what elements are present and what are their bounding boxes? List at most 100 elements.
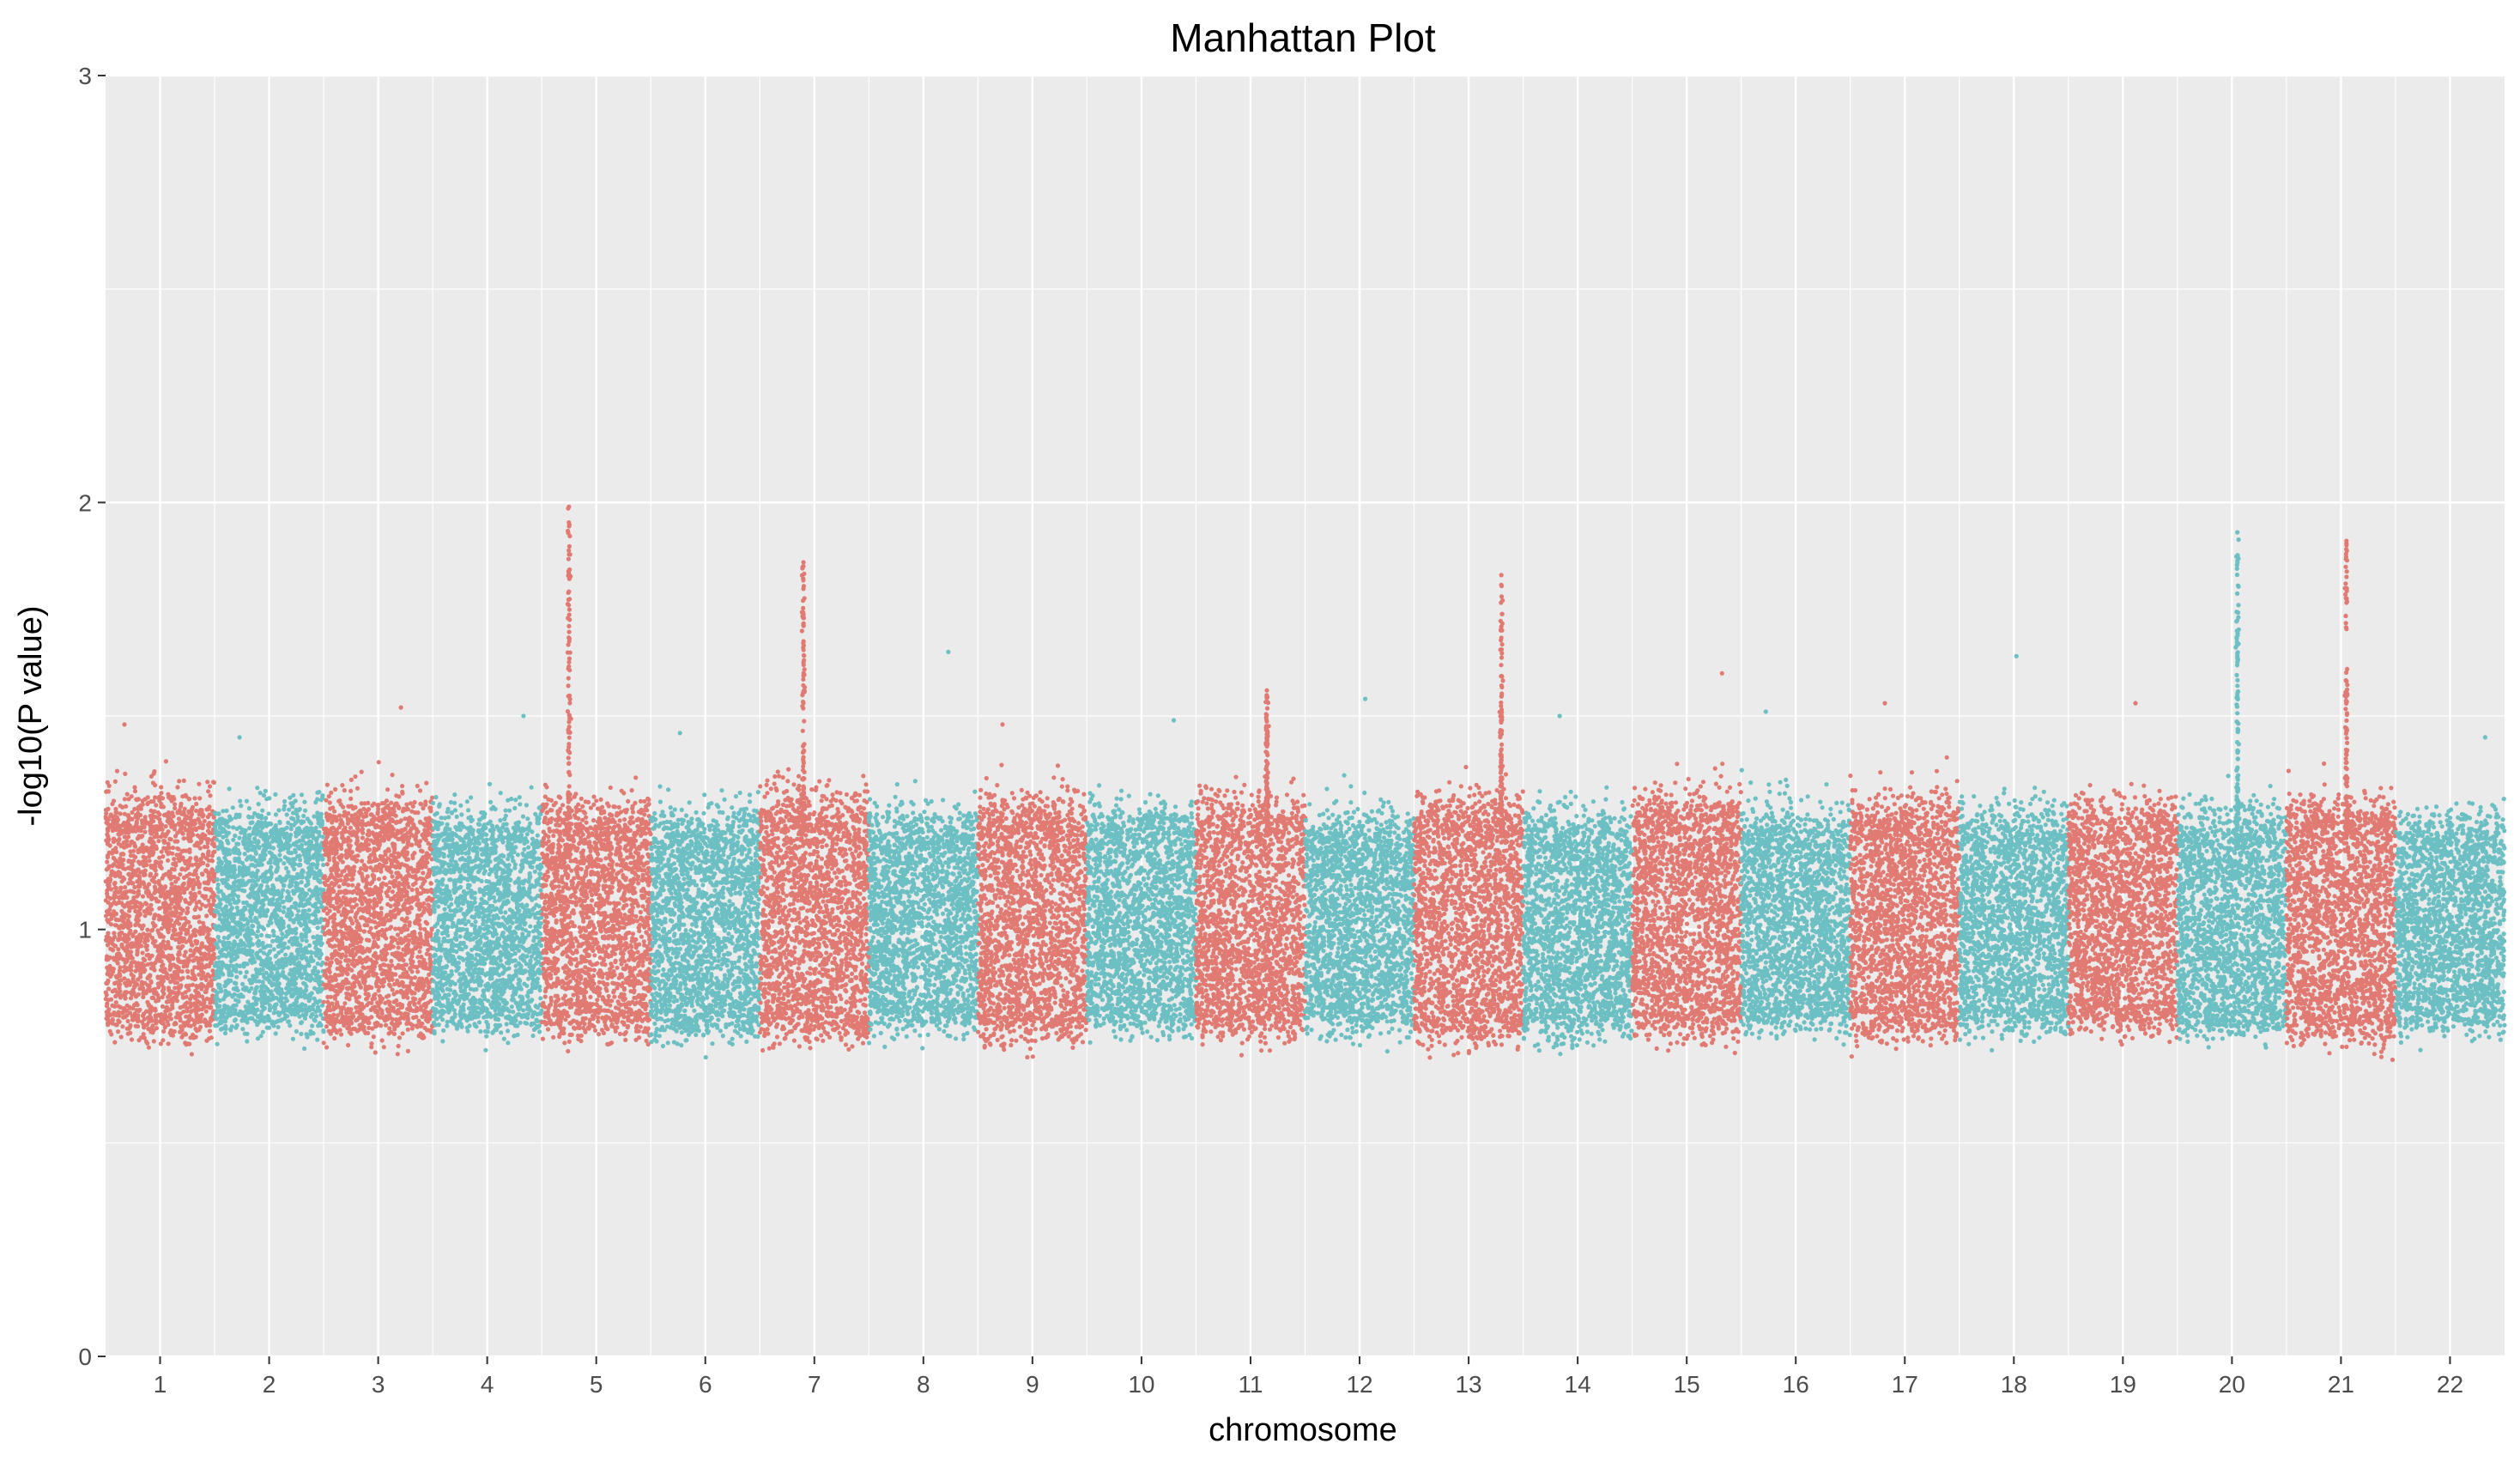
point (205, 928, 209, 932)
point (144, 1040, 148, 1044)
point (191, 819, 195, 823)
point (154, 991, 158, 995)
point (111, 814, 115, 818)
point (161, 832, 165, 836)
point (110, 802, 114, 806)
point (122, 846, 126, 850)
point (123, 867, 127, 871)
point (197, 810, 202, 814)
point (170, 852, 174, 856)
point (150, 996, 154, 1000)
point (113, 994, 118, 998)
point (191, 968, 195, 973)
point (136, 859, 141, 864)
point (177, 816, 181, 821)
point (135, 949, 139, 953)
point (156, 998, 161, 1003)
point (209, 943, 213, 947)
point (161, 894, 166, 898)
point (180, 883, 185, 888)
point (197, 890, 202, 895)
point (132, 901, 136, 906)
point (160, 982, 164, 986)
point (205, 845, 209, 849)
point (203, 895, 207, 900)
point (161, 1004, 165, 1009)
point (136, 836, 140, 840)
point (118, 804, 123, 808)
point (121, 992, 125, 997)
point (166, 890, 170, 895)
point (126, 823, 130, 828)
point (123, 957, 127, 961)
point (136, 805, 141, 810)
point (114, 974, 118, 979)
point (194, 802, 198, 806)
point (197, 959, 201, 963)
point (112, 881, 117, 885)
point (142, 969, 146, 974)
point (185, 1020, 189, 1024)
point (197, 914, 201, 919)
point (209, 877, 213, 881)
point (106, 986, 111, 991)
point (148, 933, 152, 937)
point (204, 986, 209, 991)
point (179, 802, 183, 806)
point (152, 1039, 156, 1043)
point (209, 869, 214, 873)
point (112, 909, 116, 913)
point (111, 819, 115, 823)
point (136, 811, 140, 816)
point (128, 921, 132, 925)
point (137, 933, 142, 937)
point (173, 864, 178, 868)
point (179, 946, 183, 950)
point (153, 887, 157, 891)
point (143, 859, 148, 864)
point (118, 926, 122, 931)
point (133, 909, 137, 913)
point (161, 969, 166, 974)
point (211, 779, 215, 784)
point (142, 924, 146, 928)
point (161, 876, 165, 880)
point (197, 796, 202, 800)
point (183, 817, 187, 822)
point (208, 955, 212, 960)
point (143, 872, 148, 877)
point (125, 933, 130, 937)
point (170, 882, 174, 886)
point (195, 858, 199, 862)
point (161, 854, 165, 858)
point (158, 935, 162, 939)
point (129, 968, 133, 973)
point (158, 820, 162, 824)
point (198, 907, 203, 911)
point (108, 1029, 112, 1034)
point (210, 853, 215, 858)
point (184, 793, 188, 798)
point (198, 946, 203, 950)
point (118, 979, 122, 983)
point (159, 785, 163, 789)
point (146, 938, 150, 943)
point (137, 875, 142, 879)
point (118, 886, 123, 890)
point (129, 954, 133, 958)
point (124, 895, 129, 900)
point (157, 879, 161, 883)
point (188, 824, 192, 828)
point (184, 900, 188, 904)
point (146, 962, 150, 967)
point (143, 944, 148, 949)
point (203, 952, 208, 956)
point (162, 839, 167, 843)
point (178, 1016, 182, 1020)
point (136, 963, 140, 968)
point (190, 943, 194, 947)
point (146, 974, 150, 979)
point (152, 863, 156, 867)
point (180, 866, 185, 870)
